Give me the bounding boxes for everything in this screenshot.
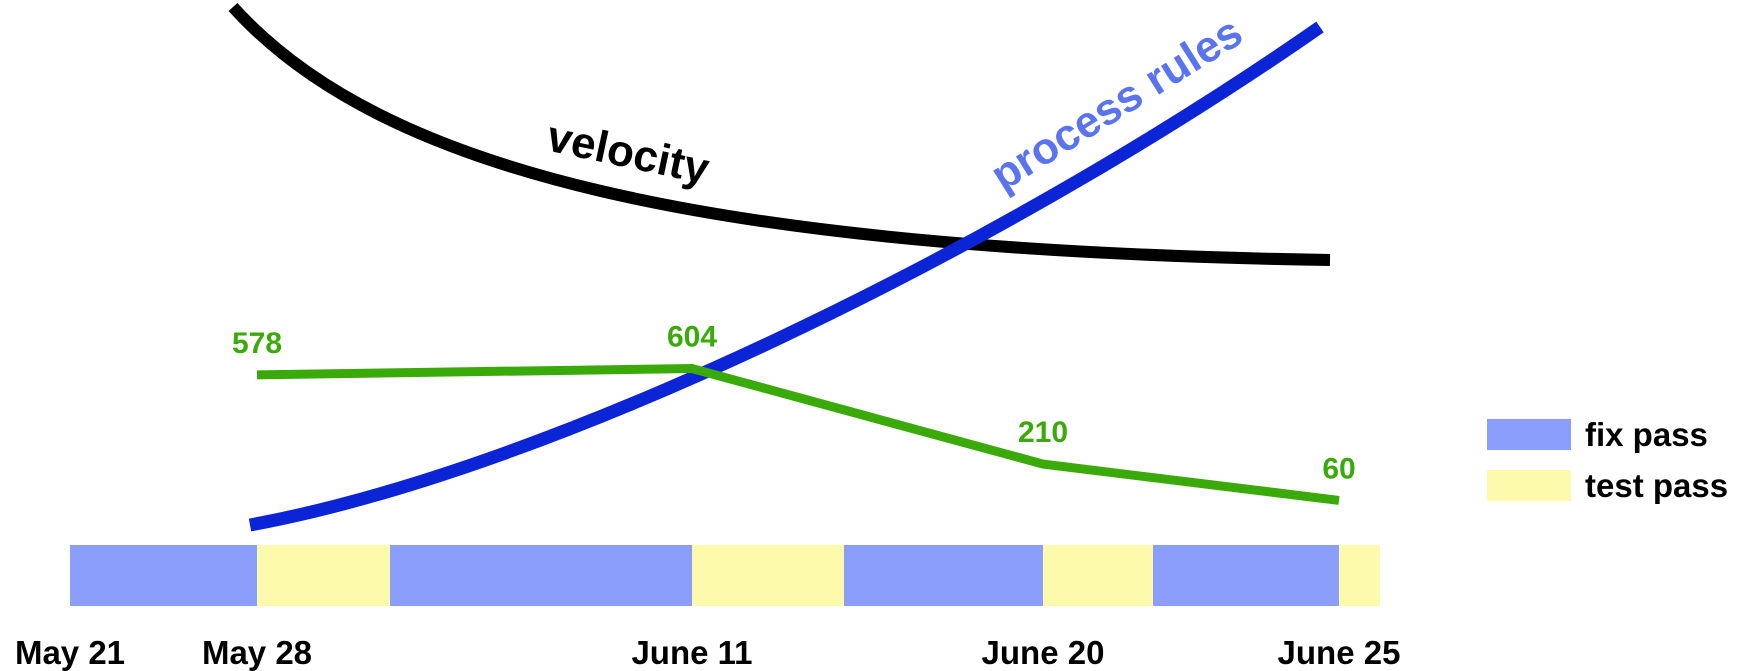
phase-segment-fix-pass xyxy=(844,545,1043,606)
legend-swatch xyxy=(1487,470,1571,501)
data-label: 210 xyxy=(1018,416,1068,449)
x-tick-label: June 20 xyxy=(982,634,1105,671)
data-label: 578 xyxy=(232,327,282,360)
phase-segment-test-pass xyxy=(1339,545,1380,606)
phase-bar xyxy=(70,545,1380,606)
phase-segment-test-pass xyxy=(257,545,390,606)
legend-swatch xyxy=(1487,419,1571,450)
phase-segment-fix-pass xyxy=(70,545,257,606)
process-rules-curve xyxy=(248,21,1324,532)
x-tick-label: May 28 xyxy=(202,634,312,671)
count-series: 578 604 210 60 xyxy=(232,321,1356,505)
phase-segment-fix-pass xyxy=(1153,545,1339,606)
x-tick-label: May 21 xyxy=(15,634,125,671)
phase-segment-fix-pass xyxy=(390,545,692,606)
phase-segment-test-pass xyxy=(1043,545,1153,606)
legend: fix pass test pass xyxy=(1487,416,1728,504)
x-axis-tick-labels: May 21 May 28 June 11 June 20 June 25 xyxy=(15,634,1400,671)
legend-label: test pass xyxy=(1585,467,1728,504)
phase-segment-test-pass xyxy=(692,545,844,606)
x-tick-label: June 25 xyxy=(1278,634,1401,671)
velocity-curve xyxy=(228,2,1331,266)
legend-label: fix pass xyxy=(1585,416,1708,453)
data-label: 604 xyxy=(667,321,717,354)
count-series-line xyxy=(256,364,1340,505)
data-label: 60 xyxy=(1322,452,1355,485)
x-tick-label: June 11 xyxy=(631,634,752,671)
